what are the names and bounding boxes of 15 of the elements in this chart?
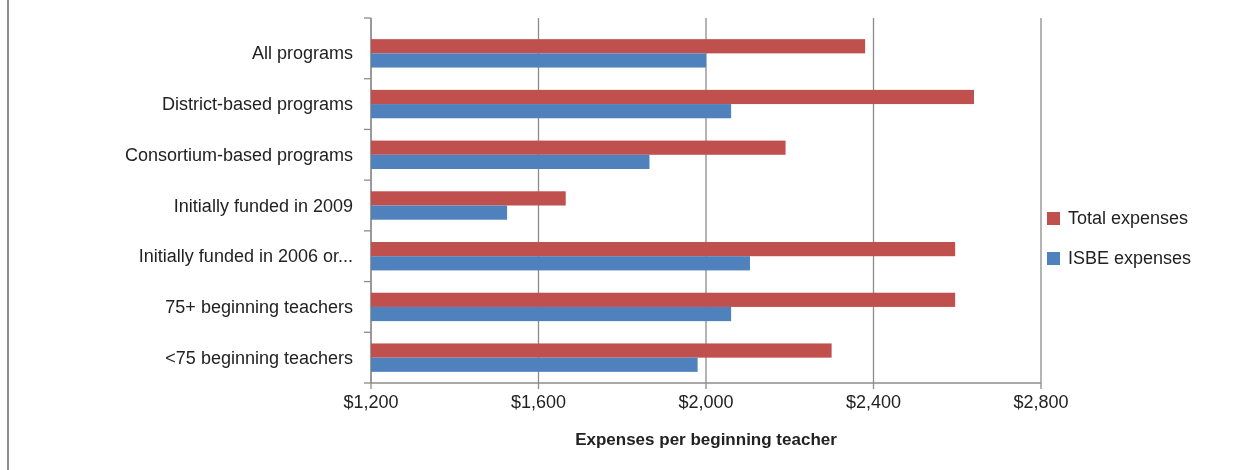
y-tick-label: Consortium-based programs: [124, 144, 353, 165]
y-tick-label: <75 beginning teachers: [165, 347, 353, 368]
x-axis-title: Expenses per beginning teacher: [575, 430, 838, 449]
x-tick-label: $1,200: [343, 392, 399, 412]
legend-label: Total expenses: [1068, 208, 1189, 228]
y-tick-label: District-based programs: [161, 94, 353, 115]
legend-label: ISBE expenses: [1068, 248, 1192, 268]
y-tick-label: Initially funded in 2009: [173, 195, 353, 216]
y-tick-label: All programs: [251, 43, 353, 64]
y-tick-label: 75+ beginning teachers: [165, 296, 353, 317]
x-tick-label: $2,800: [1013, 392, 1069, 412]
y-tick-label: Initially funded in 2006 or...: [138, 246, 353, 267]
x-tick-label: $2,400: [845, 392, 902, 412]
x-tick-label: $1,600: [510, 392, 567, 412]
x-tick-label: $2,000: [678, 392, 734, 412]
